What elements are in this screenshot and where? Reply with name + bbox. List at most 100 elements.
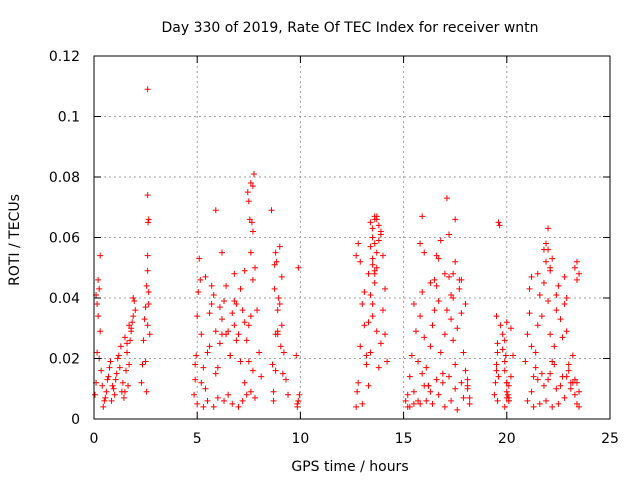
data-point: [144, 192, 151, 199]
data-point: [212, 328, 219, 335]
data-point: [294, 400, 301, 407]
data-point: [509, 352, 516, 359]
data-point: [406, 403, 413, 410]
data-point: [369, 301, 376, 308]
data-point: [499, 331, 506, 338]
data-point: [551, 343, 558, 350]
data-point: [247, 388, 254, 395]
data-point: [227, 352, 234, 359]
data-point: [124, 340, 131, 347]
data-point: [423, 364, 430, 371]
data-point: [466, 394, 473, 401]
data-point: [212, 207, 219, 214]
data-point: [373, 249, 380, 256]
data-point: [251, 264, 258, 271]
data-point: [373, 264, 380, 271]
data-point: [200, 403, 207, 410]
data-point: [359, 400, 366, 407]
data-point: [543, 397, 550, 404]
data-point: [571, 391, 578, 398]
data-point: [94, 349, 101, 356]
chart-title: Day 330 of 2019, Rate Of TEC Index for r…: [161, 20, 538, 36]
y-tick-label: 0.1: [58, 110, 80, 126]
data-point: [545, 376, 552, 383]
data-point: [573, 258, 580, 265]
data-point: [293, 352, 300, 359]
data-point: [243, 337, 250, 344]
data-point: [507, 373, 514, 380]
data-point: [247, 180, 254, 187]
data-point: [272, 331, 279, 338]
data-point: [239, 397, 246, 404]
data-point: [280, 349, 287, 356]
data-point: [543, 258, 550, 265]
data-point: [208, 301, 215, 308]
data-point: [540, 279, 547, 286]
data-point: [433, 376, 440, 383]
data-point: [435, 255, 442, 262]
data-point: [415, 358, 422, 365]
data-point: [503, 319, 510, 326]
data-point: [279, 370, 286, 377]
data-point: [534, 322, 541, 329]
data-point: [206, 343, 213, 350]
data-point: [233, 337, 240, 344]
data-point: [365, 382, 372, 389]
data-point: [367, 243, 374, 250]
data-point: [218, 249, 225, 256]
data-point: [214, 394, 221, 401]
data-point: [524, 331, 531, 338]
data-point: [540, 382, 547, 389]
data-point: [278, 273, 285, 280]
x-tick-label: 20: [498, 431, 516, 447]
data-point: [573, 276, 580, 283]
data-point: [571, 376, 578, 383]
data-point: [462, 301, 469, 308]
y-tick-label: 0: [71, 412, 80, 428]
data-point: [538, 370, 545, 377]
data-point: [295, 264, 302, 271]
data-point: [272, 249, 279, 256]
data-point: [439, 370, 446, 377]
data-point: [206, 310, 213, 317]
data-point: [97, 328, 104, 335]
data-point: [274, 307, 281, 314]
data-point: [559, 334, 566, 341]
data-point: [419, 213, 426, 220]
data-point: [108, 397, 115, 404]
data-point: [98, 367, 105, 374]
data-point: [208, 282, 215, 289]
data-point: [214, 364, 221, 371]
data-point: [365, 270, 372, 277]
data-point: [258, 373, 265, 380]
data-point: [530, 403, 537, 410]
data-point: [363, 352, 370, 359]
data-point: [243, 391, 250, 398]
data-point: [198, 331, 205, 338]
data-point: [248, 219, 255, 226]
data-point: [140, 337, 147, 344]
data-point: [114, 355, 121, 362]
data-point: [369, 255, 376, 262]
x-axis-label: GPS time / hours: [291, 459, 408, 475]
data-point: [138, 379, 145, 386]
grid-lines: [94, 56, 610, 419]
data-point: [464, 376, 471, 383]
data-point: [441, 331, 448, 338]
data-point: [565, 367, 572, 374]
data-point: [144, 86, 151, 93]
data-point: [536, 291, 543, 298]
data-point: [221, 397, 228, 404]
data-point: [549, 358, 556, 365]
data-point: [524, 397, 531, 404]
data-point: [139, 361, 146, 368]
data-point: [492, 379, 499, 386]
data-point: [532, 364, 539, 371]
data-point: [433, 252, 440, 259]
data-point: [194, 313, 201, 320]
data-point: [561, 394, 568, 401]
data-point: [446, 373, 453, 380]
data-point: [452, 385, 459, 392]
data-point: [371, 240, 378, 247]
data-point: [241, 319, 248, 326]
